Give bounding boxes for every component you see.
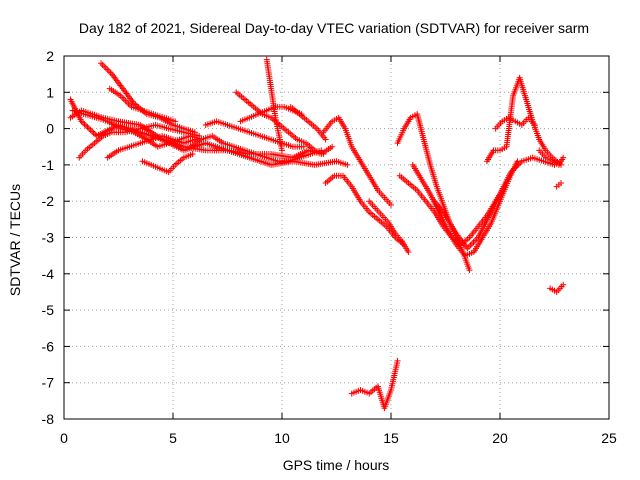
data-point: [120, 96, 127, 103]
x-tick-label: 25: [601, 430, 617, 446]
y-tick-label: -2: [42, 193, 55, 209]
y-axis-label: SDTVAR / TECUs: [7, 184, 23, 296]
x-tick-label: 20: [492, 430, 508, 446]
series-track-zz: [553, 180, 565, 190]
series-track-m: [263, 56, 285, 154]
series-track-r: [348, 357, 401, 412]
data-point: [329, 143, 336, 150]
plot-frame: [63, 55, 610, 420]
data-point: [560, 154, 567, 161]
data-points: [67, 56, 567, 412]
data-point: [101, 63, 108, 70]
series-track-k: [233, 89, 327, 158]
series-track-p: [322, 172, 408, 248]
y-tick-label: -1: [42, 157, 55, 173]
data-point: [466, 267, 473, 274]
x-tick-label: 10: [274, 430, 290, 446]
x-tick-label: 15: [383, 430, 399, 446]
x-tick-label: 5: [169, 430, 177, 446]
data-point: [81, 121, 88, 128]
series-track-f: [106, 85, 179, 125]
data-point: [468, 240, 475, 247]
series-track-y: [536, 147, 567, 168]
y-tick-label: 0: [46, 121, 54, 137]
data-point: [388, 201, 394, 208]
data-point: [83, 122, 90, 129]
data-point: [279, 147, 285, 154]
data-point: [191, 129, 198, 136]
axis-tick-labels: 0 5 10 15 20 25 -8 -7 -6 -5 -4 -3 -2 -1 0 1 2: [42, 48, 617, 446]
series-track-v: [431, 154, 558, 252]
data-point: [558, 180, 565, 187]
data-point: [87, 127, 94, 134]
series-track-z: [547, 281, 567, 295]
series-track-i: [187, 132, 325, 165]
series-track-o: [320, 114, 394, 208]
data-point: [172, 118, 179, 125]
data-point: [104, 66, 111, 73]
data-point: [320, 151, 327, 158]
x-tick-label: 0: [60, 430, 68, 446]
y-tick-label: -5: [42, 302, 55, 318]
data-point: [394, 357, 401, 364]
data-point: [89, 128, 96, 135]
y-tick-label: -4: [42, 266, 55, 282]
data-point: [105, 68, 112, 75]
data-point: [467, 242, 474, 249]
x-axis-label: GPS time / hours: [283, 457, 390, 473]
y-tick-label: -7: [42, 375, 55, 391]
y-tick-label: -3: [42, 230, 55, 246]
data-point: [86, 125, 93, 132]
grid: [64, 56, 609, 419]
data-point: [119, 94, 126, 101]
data-point: [98, 60, 105, 67]
data-point: [84, 124, 91, 131]
data-point: [92, 131, 99, 138]
series-track-g: [104, 132, 198, 161]
series-track-h: [139, 151, 196, 176]
data-point: [531, 121, 538, 128]
y-tick-label: -8: [42, 411, 55, 427]
chart-title: Day 182 of 2021, Sidereal Day-to-day VTE…: [79, 20, 589, 36]
y-tick-label: 2: [46, 48, 54, 64]
y-tick-label: 1: [46, 84, 54, 100]
series-track-n: [287, 103, 329, 143]
series-track-x: [492, 114, 538, 132]
data-point: [107, 69, 114, 76]
data-point: [99, 61, 106, 68]
data-point: [322, 136, 329, 143]
data-point: [102, 64, 109, 71]
series-track-q: [366, 198, 412, 256]
data-point: [405, 249, 412, 256]
data-point: [344, 161, 351, 168]
data-point: [189, 151, 196, 158]
data-point: [560, 281, 567, 288]
y-tick-label: -6: [42, 338, 55, 354]
